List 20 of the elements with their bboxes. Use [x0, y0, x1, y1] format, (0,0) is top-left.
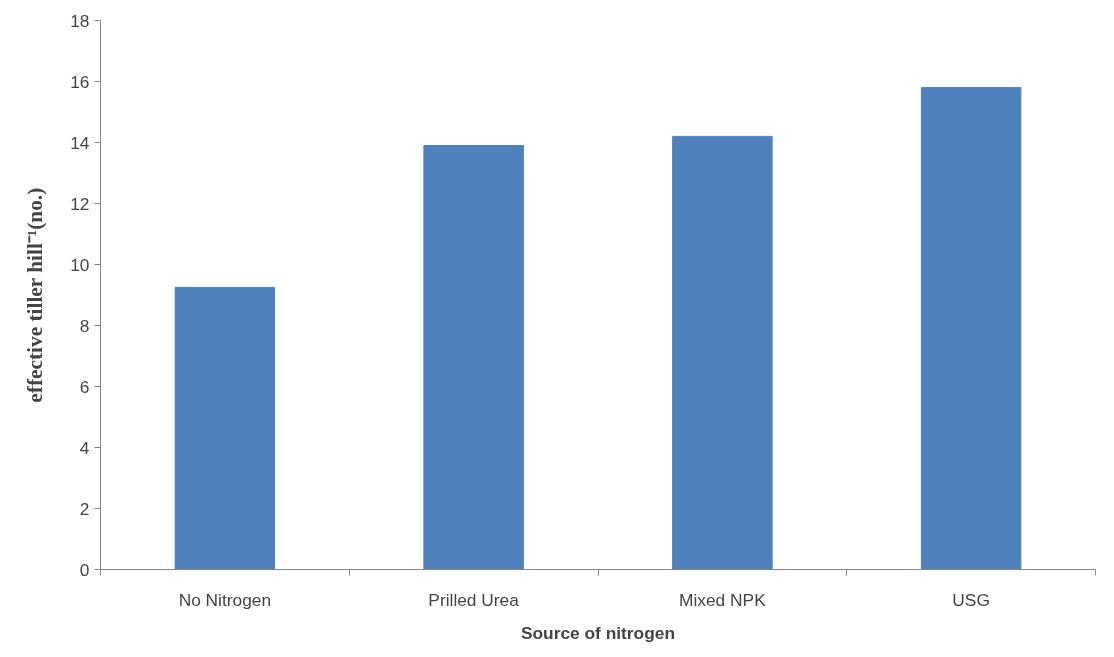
bar — [423, 145, 524, 570]
y-tick-label: 6 — [79, 376, 90, 397]
x-tick-label: Prilled Urea — [428, 589, 520, 610]
y-tick-label: 10 — [70, 254, 90, 275]
x-axis-title: Source of nitrogen — [520, 622, 676, 643]
y-tick-label: 8 — [79, 315, 90, 336]
y-tick-label: 2 — [79, 498, 90, 519]
bar — [174, 286, 276, 570]
x-tick-label: USG — [952, 589, 990, 610]
y-tick-label: 14 — [70, 132, 90, 153]
y-tick-label: 0 — [79, 559, 90, 580]
y-tick-label: 16 — [70, 71, 90, 92]
x-tick-label: No Nitrogen — [178, 589, 272, 610]
y-tick-label: 4 — [79, 437, 90, 458]
y-tick-label: 18 — [70, 10, 90, 31]
y-axis-title: effective tiller hill⁻¹(no.) — [23, 187, 48, 403]
x-tick-label: Mixed NPK — [679, 589, 767, 610]
bar — [672, 135, 773, 570]
bar — [920, 87, 1022, 570]
y-tick-label: 12 — [70, 193, 90, 214]
